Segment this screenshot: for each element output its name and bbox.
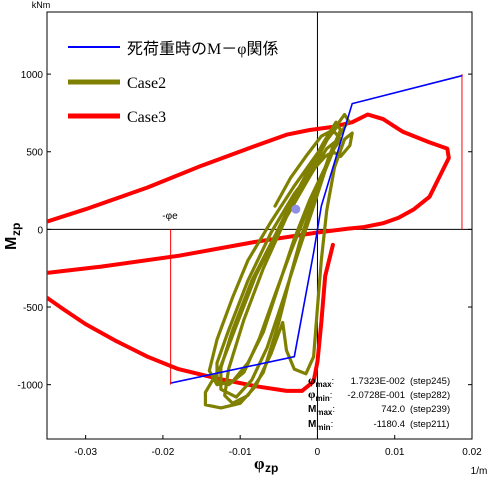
stat-m-max-step: (step239)	[410, 404, 450, 415]
stat-m-min: Mmin: -1180.4 (step211)	[308, 419, 449, 432]
stat-m-max-name: Mmax:	[308, 404, 335, 417]
x-tick-label: 0.01	[385, 447, 405, 458]
stat-phi-max-name: φmax:	[308, 373, 334, 389]
y-tick-label: 500	[26, 148, 43, 159]
y-axis-ticks: -1000 -500 0 500 1000	[17, 70, 472, 392]
stat-m-min-value: -1180.4	[373, 419, 405, 430]
y-tick-label: -1000	[17, 381, 43, 392]
stat-m-max: Mmax: 742.0 (step239)	[308, 404, 450, 417]
x-axis-ticks: -0.03 -0.02 -0.01 0 0.01 0.02	[74, 435, 482, 458]
y-axis-title-main: M	[3, 237, 20, 250]
y-axis-title: M zp	[3, 223, 23, 250]
x-axis-title-main: φ	[254, 454, 265, 473]
x-tick-label: -0.03	[74, 447, 97, 458]
x-tick-label: -0.02	[152, 447, 175, 458]
legend: 死荷重時のM－φ関係 Case2 Case3	[68, 40, 278, 126]
series-layer	[47, 74, 463, 410]
stats-block: φmax: 1.7323E-002 (step245) φmin: -2.072…	[308, 373, 450, 432]
y-axis-title-sub: zp	[9, 223, 23, 236]
stat-m-min-step: (step211)	[410, 419, 449, 430]
x-tick-label: 0.02	[462, 447, 482, 458]
legend-label-dead-load: 死荷重時のM－φ関係	[127, 40, 278, 58]
stat-phi-max-value: 1.7323E-002	[351, 376, 405, 387]
stat-phi-max-step: (step245)	[410, 376, 450, 387]
x-axis-title-sub: zp	[265, 461, 278, 475]
y-tick-label: 0	[37, 225, 43, 236]
stat-m-max-value: 742.0	[381, 404, 405, 415]
x-axis-title: φ zp	[254, 454, 278, 475]
phi-e-label: -φe	[162, 211, 178, 222]
legend-label-case3: Case3	[127, 109, 166, 126]
y-tick-label: 1000	[21, 70, 44, 81]
stat-phi-min-value: -2.0728E-001	[347, 390, 405, 401]
stat-phi-min: φmin: -2.0728E-001 (step282)	[308, 387, 450, 403]
y-unit-label: kNm	[32, 0, 51, 10]
y-tick-label: -500	[23, 303, 43, 314]
legend-label-case2: Case2	[127, 75, 166, 92]
stat-phi-min-name: φmin:	[308, 387, 332, 403]
stat-phi-min-step: (step282)	[410, 390, 450, 401]
x-unit-label: 1/m	[471, 466, 488, 477]
stat-phi-max: φmax: 1.7323E-002 (step245)	[308, 373, 450, 389]
current-state-point	[291, 204, 301, 214]
stat-m-min-name: Mmin:	[308, 419, 333, 432]
case2-line	[203, 112, 354, 410]
x-tick-label: -0.01	[229, 447, 252, 458]
case3-line	[47, 112, 451, 275]
dead-load-line	[169, 74, 463, 384]
x-tick-label: 0	[315, 447, 321, 458]
phi-e-markers	[170, 74, 463, 385]
